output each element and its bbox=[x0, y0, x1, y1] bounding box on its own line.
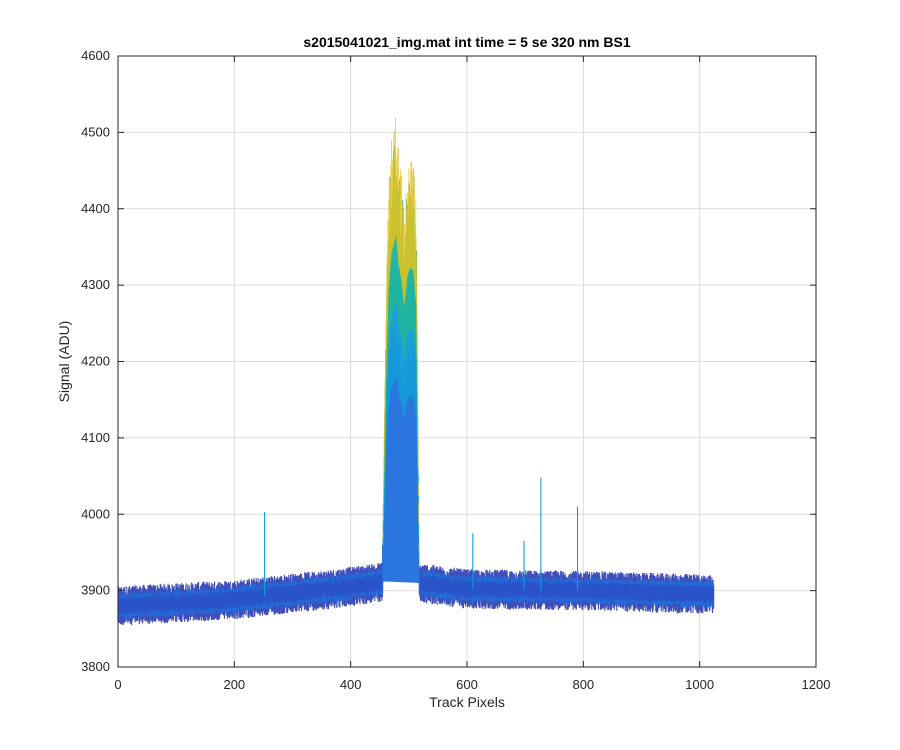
y-tick-label: 4000 bbox=[81, 506, 110, 521]
y-axis-label: Signal (ADU) bbox=[56, 321, 72, 403]
x-tick-label: 600 bbox=[456, 677, 478, 692]
ticks: 0 200 400 600 800 1000 1200 3800 3900 4000 4100 420… bbox=[81, 48, 830, 692]
y-tick-label: 3800 bbox=[81, 659, 110, 674]
y-tick-label: 3900 bbox=[81, 583, 110, 598]
y-tick-label: 4400 bbox=[81, 201, 110, 216]
chart-title: s2015041021_img.mat int time = 5 se 320 … bbox=[303, 34, 630, 50]
signal-traces bbox=[117, 117, 715, 626]
x-tick-label: 200 bbox=[223, 677, 245, 692]
x-tick-label: 800 bbox=[572, 677, 594, 692]
x-tick-label: 0 bbox=[114, 677, 121, 692]
y-tick-label: 4100 bbox=[81, 430, 110, 445]
x-tick-label: 1000 bbox=[685, 677, 714, 692]
y-tick-label: 4200 bbox=[81, 354, 110, 369]
y-tick-label: 4300 bbox=[81, 277, 110, 292]
y-tick-label: 4500 bbox=[81, 124, 110, 139]
x-tick-label: 1200 bbox=[802, 677, 831, 692]
x-axis-label: Track Pixels bbox=[429, 694, 505, 710]
x-tick-label: 400 bbox=[340, 677, 362, 692]
y-tick-label: 4600 bbox=[81, 48, 110, 63]
